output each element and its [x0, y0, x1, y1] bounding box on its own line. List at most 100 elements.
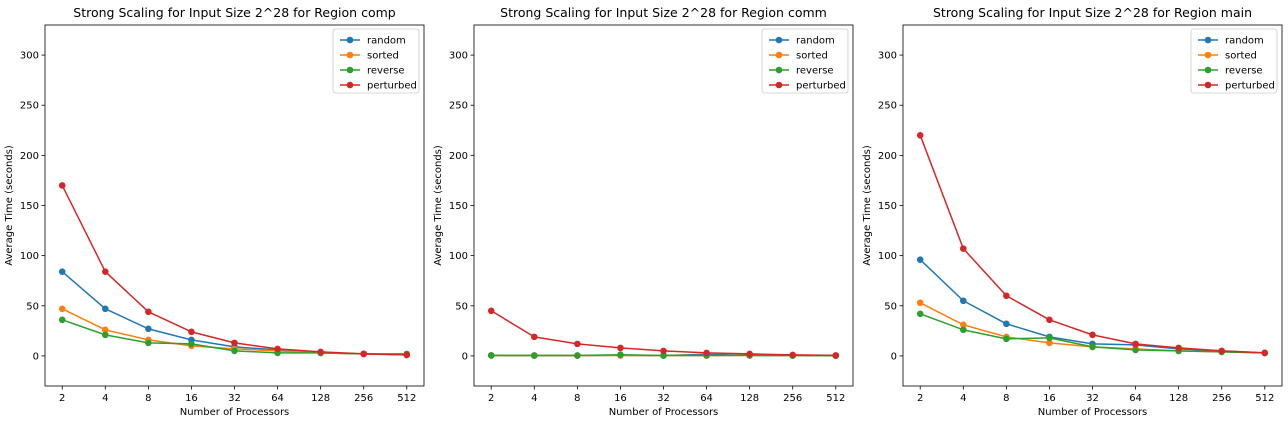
legend: random sorted reverse perturbed [332, 28, 420, 94]
data-point-perturbed [959, 245, 967, 252]
x-tick-label: 128 [740, 393, 759, 404]
data-point-perturbed [789, 351, 797, 359]
legend: random sorted reverse perturbed [1190, 28, 1278, 94]
data-point-perturbed [660, 347, 667, 355]
data-point-perturbed [58, 182, 66, 189]
x-tick-label: 32 [228, 393, 241, 404]
data-point-perturbed [487, 307, 495, 315]
data-point-reverse [1046, 334, 1053, 342]
x-tick-label: 512 [397, 393, 416, 404]
chart-title: Strong Scaling for Input Size 2^28 for R… [933, 5, 1252, 20]
y-tick-label: 0 [891, 351, 897, 362]
x-tick-label: 8 [574, 393, 580, 404]
legend-label-perturbed: perturbed [1225, 81, 1275, 92]
data-point-reverse [1003, 335, 1010, 343]
y-tick-label: 0 [33, 351, 39, 362]
legend-marker-reverse [346, 66, 354, 74]
data-point-reverse [530, 352, 538, 359]
x-tick-label: 2 [488, 393, 494, 404]
y-tick-label: 0 [462, 351, 468, 362]
data-point-perturbed [1089, 331, 1096, 339]
legend-marker-perturbed [775, 81, 783, 89]
x-tick-label: 2 [917, 393, 923, 404]
data-point-perturbed [360, 350, 368, 358]
x-tick-label: 4 [531, 393, 537, 404]
y-tick-label: 50 [455, 301, 468, 312]
x-tick-label: 32 [1086, 393, 1099, 404]
legend-marker-sorted [1204, 51, 1212, 59]
x-axis-label: Number of Processors [609, 407, 719, 418]
data-point-random [58, 268, 66, 275]
legend-marker-reverse [1204, 66, 1212, 74]
data-point-sorted [58, 305, 66, 313]
legend-label-perturbed: perturbed [796, 81, 846, 92]
data-point-perturbed [1218, 347, 1226, 355]
data-point-random [916, 256, 924, 263]
data-point-random [101, 305, 109, 313]
legend-label-perturbed: perturbed [367, 81, 417, 92]
y-tick-label: 200 [449, 151, 468, 162]
data-point-reverse [188, 340, 195, 348]
legend-marker-reverse [775, 66, 783, 74]
data-point-perturbed [916, 132, 924, 139]
x-tick-label: 16 [1043, 393, 1056, 404]
y-tick-label: 100 [878, 251, 897, 262]
legend-label-random: random [796, 36, 835, 47]
data-point-perturbed [1261, 349, 1269, 357]
data-point-perturbed [317, 348, 324, 356]
legend-label-random: random [1225, 36, 1264, 47]
data-point-perturbed [574, 340, 581, 348]
x-tick-label: 4 [960, 393, 966, 404]
legend-box [332, 28, 420, 94]
data-point-perturbed [617, 344, 624, 352]
legend-box [761, 28, 849, 94]
y-axis-label: Average Time (seconds) [862, 145, 873, 266]
legend-marker-random [346, 36, 354, 44]
data-point-reverse [58, 316, 66, 324]
chart-3: Strong Scaling for Input Size 2^28 for R… [862, 5, 1283, 418]
chart-2: Strong Scaling for Input Size 2^28 for R… [433, 5, 854, 418]
x-tick-label: 256 [354, 393, 373, 404]
legend-marker-sorted [346, 51, 354, 59]
x-tick-label: 16 [185, 393, 198, 404]
data-point-random [1003, 320, 1010, 328]
legend-label-sorted: sorted [367, 51, 399, 62]
legend-marker-sorted [775, 51, 783, 59]
y-tick-label: 150 [449, 201, 468, 212]
x-tick-label: 512 [826, 393, 845, 404]
y-axis-label: Average Time (seconds) [433, 145, 444, 266]
x-tick-label: 512 [1255, 393, 1274, 404]
legend-marker-random [1204, 36, 1212, 44]
data-point-reverse [487, 352, 495, 359]
legend-label-reverse: reverse [367, 66, 405, 77]
y-tick-label: 150 [878, 201, 897, 212]
data-point-perturbed [530, 333, 538, 341]
x-tick-label: 64 [271, 393, 284, 404]
legend-marker-perturbed [346, 81, 354, 89]
x-axis-label: Number of Processors [180, 407, 290, 418]
data-point-perturbed [231, 339, 238, 347]
data-point-random [959, 297, 967, 305]
data-point-perturbed [1132, 340, 1139, 348]
data-point-reverse [1089, 343, 1096, 351]
legend-box [1190, 28, 1278, 94]
chart-1: Strong Scaling for Input Size 2^28 for R… [4, 5, 425, 418]
y-axis-label: Average Time (seconds) [4, 145, 15, 266]
x-axis-label: Number of Processors [1038, 407, 1148, 418]
data-point-reverse [916, 310, 924, 318]
y-tick-label: 200 [878, 151, 897, 162]
legend-label-random: random [367, 36, 406, 47]
data-point-reverse [660, 352, 667, 359]
x-tick-label: 2 [59, 393, 65, 404]
x-tick-label: 8 [1003, 393, 1009, 404]
data-point-perturbed [746, 350, 753, 358]
x-tick-label: 128 [311, 393, 330, 404]
data-point-sorted [101, 326, 109, 334]
legend-label-reverse: reverse [796, 66, 834, 77]
data-point-reverse [574, 352, 581, 359]
x-tick-label: 256 [783, 393, 802, 404]
data-point-sorted [959, 321, 967, 329]
data-point-reverse [145, 339, 152, 347]
data-point-perturbed [1003, 292, 1010, 300]
y-tick-label: 200 [20, 151, 39, 162]
